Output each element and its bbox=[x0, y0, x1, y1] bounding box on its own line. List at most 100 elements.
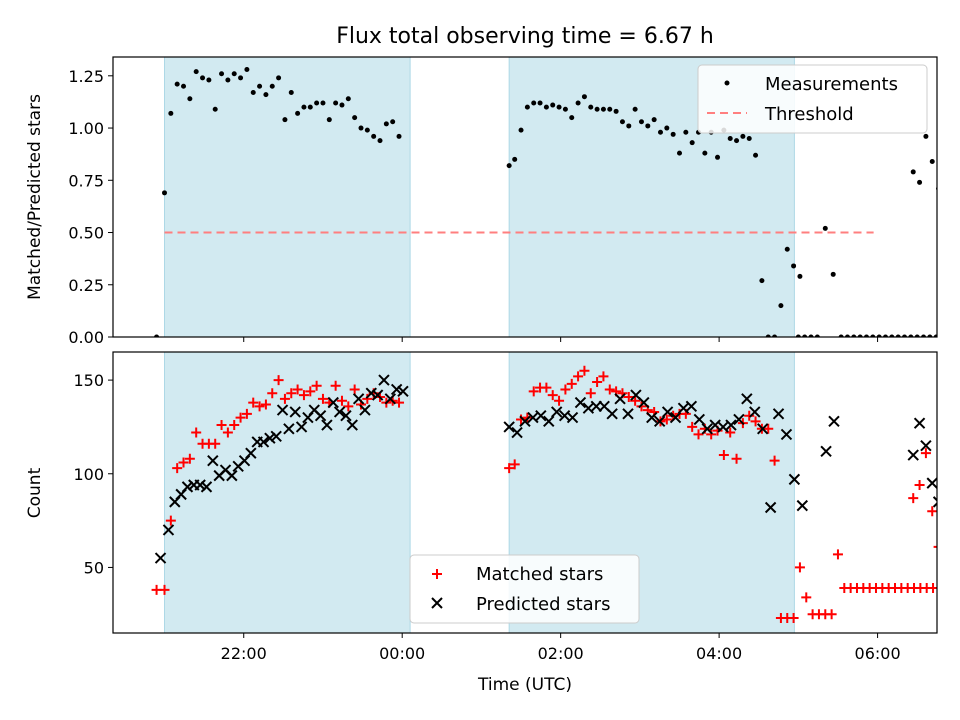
plot-area bbox=[151, 365, 937, 624]
predicted-star-point bbox=[181, 481, 194, 493]
figure-title: Flux total observing time = 6.67 h bbox=[336, 24, 714, 49]
measurement-point bbox=[364, 127, 370, 133]
matched-star-point bbox=[260, 399, 271, 410]
measurement-point bbox=[607, 106, 613, 112]
measurement-point bbox=[295, 110, 301, 116]
matched-star-point bbox=[343, 401, 354, 412]
measurement-point bbox=[371, 133, 377, 139]
measurement-point bbox=[657, 129, 663, 135]
matched-star-point bbox=[184, 453, 195, 464]
measurement-point bbox=[154, 334, 160, 337]
measurement-point bbox=[219, 71, 225, 77]
matched-star-point bbox=[165, 515, 176, 526]
predicted-star-point bbox=[749, 406, 761, 418]
measurement-point bbox=[702, 150, 708, 156]
measurement-point bbox=[575, 100, 581, 106]
measurement-point bbox=[314, 100, 320, 106]
measurement-point bbox=[626, 123, 632, 129]
matched-star-point bbox=[362, 393, 373, 404]
matched-star-point bbox=[229, 420, 240, 431]
matched-star-point bbox=[744, 410, 755, 421]
matched-star-point bbox=[560, 384, 571, 395]
measurement-point bbox=[562, 106, 568, 112]
matched-star-point bbox=[235, 412, 246, 423]
measurement-point bbox=[339, 102, 345, 108]
predicted-star-point bbox=[907, 449, 919, 461]
matched-star-point bbox=[731, 453, 742, 464]
measurement-point bbox=[715, 154, 721, 160]
measurement-point bbox=[914, 334, 920, 337]
predicted-star-point bbox=[543, 415, 555, 428]
measurement-point bbox=[645, 123, 651, 129]
measurement-point bbox=[193, 69, 199, 75]
predicted-star-point bbox=[606, 408, 618, 420]
measurement-point bbox=[638, 119, 644, 125]
matched-star-point bbox=[279, 393, 290, 404]
predicted-star-point bbox=[574, 396, 587, 409]
predicted-star-point bbox=[535, 409, 547, 422]
measurement-point bbox=[524, 104, 530, 110]
measurement-point bbox=[537, 100, 543, 106]
measurement-point bbox=[200, 75, 206, 81]
x-tick-label: 04:00 bbox=[696, 644, 742, 663]
matched-star-point bbox=[604, 384, 615, 395]
predicted-star-point bbox=[693, 413, 706, 426]
legend-marker-predicted bbox=[431, 597, 443, 609]
measurement-point bbox=[933, 334, 937, 337]
matched-star-point bbox=[933, 545, 937, 548]
matched-star-point bbox=[718, 450, 729, 461]
predicted-star-point bbox=[566, 411, 579, 424]
predicted-star-point bbox=[327, 396, 339, 409]
x-tick-label: 22:00 bbox=[221, 644, 267, 663]
y-tick-label: 100 bbox=[73, 465, 104, 484]
matched-star-point bbox=[826, 609, 837, 620]
measurement-point bbox=[162, 190, 167, 196]
predicted-star-point bbox=[926, 477, 937, 489]
predicted-star-point bbox=[550, 406, 563, 418]
measurement-point bbox=[632, 106, 638, 112]
predicted-star-point bbox=[359, 404, 371, 416]
y-tick-label: 1.25 bbox=[68, 67, 104, 86]
measurement-point bbox=[822, 225, 828, 231]
measurement-point bbox=[651, 117, 657, 123]
measurement-point bbox=[863, 334, 869, 337]
measurement-point bbox=[746, 135, 752, 141]
measurement-point bbox=[791, 263, 797, 269]
predicted-star-point bbox=[295, 421, 308, 433]
measurement-point bbox=[212, 106, 218, 112]
measurement-point bbox=[838, 334, 844, 337]
predicted-star-point bbox=[701, 423, 713, 435]
predicted-star-point bbox=[661, 406, 674, 418]
measurement-point bbox=[727, 135, 733, 141]
matched-star-point bbox=[267, 388, 278, 399]
measurement-point bbox=[851, 334, 857, 337]
x-tick-label: 00:00 bbox=[379, 644, 425, 663]
axes-frame bbox=[112, 351, 938, 634]
predicted-star-point bbox=[828, 415, 840, 428]
measurement-point bbox=[206, 77, 212, 83]
matched-star-point bbox=[573, 371, 584, 382]
measurement-point bbox=[326, 117, 332, 123]
measurement-point bbox=[276, 75, 282, 81]
measurement-point bbox=[923, 133, 929, 139]
predicted-star-point bbox=[162, 524, 175, 536]
matched-star-point bbox=[305, 386, 316, 397]
legend: Matched stars Predicted stars bbox=[409, 554, 640, 624]
measurement-point bbox=[556, 104, 562, 110]
measurement-point bbox=[664, 125, 670, 131]
predicted-star-point bbox=[788, 473, 801, 486]
matched-star-point bbox=[222, 427, 233, 438]
predicted-star-point bbox=[314, 409, 327, 422]
y-tick-label: 150 bbox=[73, 371, 104, 390]
y-tick-label: 0.25 bbox=[68, 276, 104, 295]
predicted-star-point bbox=[346, 419, 358, 431]
predicted-star-point bbox=[669, 411, 682, 424]
predicted-star-point bbox=[646, 411, 658, 424]
matched-star-point bbox=[928, 583, 937, 594]
measurement-point bbox=[238, 75, 244, 81]
predicted-star-point bbox=[614, 393, 626, 405]
measurement-point bbox=[808, 334, 814, 337]
matched-star-point bbox=[579, 365, 590, 376]
measurement-point bbox=[358, 125, 364, 131]
measurement-point bbox=[550, 102, 556, 108]
